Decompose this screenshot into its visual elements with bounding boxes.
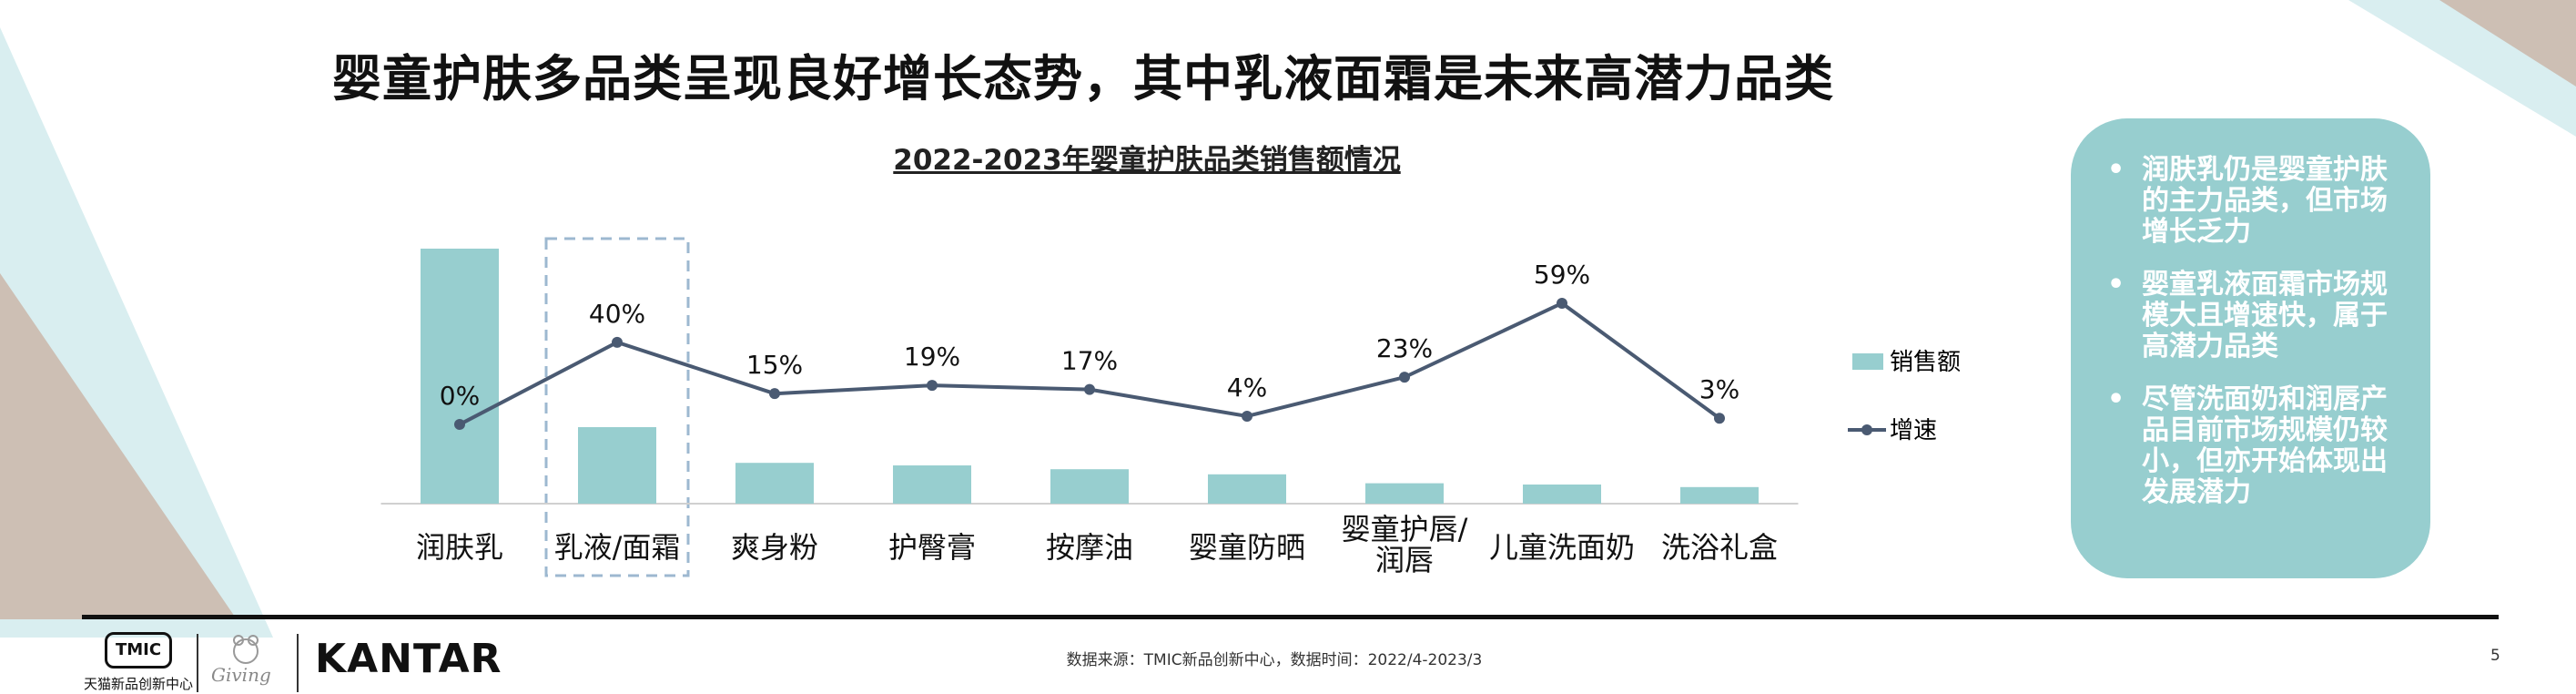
growth-label: 3% (1699, 374, 1739, 404)
giving-wordmark: Giving (211, 664, 271, 686)
bar-sales (1680, 486, 1759, 504)
bar-sales (578, 427, 656, 504)
tmic-caption: 天猫新品创新中心 (84, 676, 194, 692)
growth-point (454, 419, 465, 430)
growth-label: 17% (1061, 346, 1118, 376)
insight-box: 润肤乳仍是婴童护肤的主力品类，但市场增长乏力 婴童乳液面霜市场规模大且增速快，属… (2071, 118, 2430, 578)
growth-point (1242, 410, 1253, 422)
chart-title: 2022-2023年婴童护肤品类销售额情况 (893, 144, 1401, 177)
bar-sales (1050, 469, 1129, 504)
page-title: 婴童护肤多品类呈现良好增长态势，其中乳液面霜是未来高潜力品类 (332, 50, 1834, 107)
footer-divider (82, 615, 2499, 619)
category-label: 爽身粉 (731, 530, 818, 565)
bar-sales (893, 465, 971, 504)
logo-separator (197, 634, 198, 692)
giving-logo: Giving (211, 633, 279, 689)
category-label: 护臀膏 (888, 530, 976, 565)
growth-label: 19% (904, 342, 960, 372)
right-brown-triangle (2439, 0, 2576, 87)
legend-swatch-growth-dot (1861, 424, 1872, 435)
growth-point (927, 380, 938, 392)
category-label: 婴童防晒 (1189, 530, 1305, 565)
left-brown-triangle (0, 273, 237, 619)
sales-chart: 0% 40% 15% 19% 17% 4% 23% 59% 3% 润肤乳 乳液/面霜 爽身粉 护臀膏 按… (380, 237, 1961, 577)
legend: 销售额 增速 (1848, 349, 1961, 444)
page-number: 5 (2490, 647, 2500, 665)
giving-mascot-icon (233, 635, 259, 664)
insight-item: 婴童乳液面霜市场规模大且增速快，属于高潜力品类 (2094, 270, 2399, 362)
tmic-badge: TMIC (105, 632, 172, 668)
bar-sales (1365, 483, 1444, 504)
logo-separator (297, 634, 299, 692)
growth-point (1399, 372, 1410, 383)
growth-points (454, 298, 1725, 430)
category-label: 儿童洗面奶 (1489, 530, 1635, 565)
category-label: 乳液/面霜 (554, 530, 681, 565)
category-label: 润唇 (1375, 543, 1434, 577)
growth-point (612, 336, 623, 348)
growth-label: 40% (589, 299, 645, 329)
bar-sales (1208, 474, 1286, 504)
growth-label: 0% (440, 381, 480, 411)
highlight-box (544, 237, 690, 577)
growth-point (769, 388, 780, 400)
bar-sales (421, 249, 499, 504)
category-label: 按摩油 (1046, 530, 1133, 565)
category-label: 洗浴礼盒 (1661, 530, 1778, 565)
data-source: 数据来源：TMIC新品创新中心，数据时间：2022/4-2023/3 (1066, 651, 1483, 669)
bar-group (421, 249, 1759, 504)
growth-label: 15% (746, 350, 803, 380)
legend-label-growth: 增速 (1890, 417, 1937, 444)
insight-item: 润肤乳仍是婴童护肤的主力品类，但市场增长乏力 (2094, 155, 2399, 248)
category-label: 婴童护唇/ (1342, 512, 1468, 546)
tmic-logo: TMIC 天猫新品创新中心 (84, 632, 193, 693)
growth-point (1557, 298, 1567, 309)
category-label: 润肤乳 (416, 530, 503, 565)
kantar-logo: KANTAR (315, 636, 502, 682)
growth-label: 4% (1227, 373, 1267, 403)
growth-point (1714, 413, 1725, 424)
growth-point (1084, 383, 1095, 395)
bar-sales (1523, 485, 1601, 504)
legend-label-sales: 销售额 (1890, 349, 1961, 376)
legend-swatch-sales (1852, 353, 1883, 370)
growth-labels: 0% 40% 15% 19% 17% 4% 23% 59% 3% (440, 260, 1739, 411)
insight-item: 尽管洗面奶和润唇产品目前市场规模仍较小，但亦开始体现出发展潜力 (2094, 384, 2399, 508)
bar-sales (735, 463, 814, 504)
growth-label: 23% (1376, 333, 1433, 363)
growth-label: 59% (1534, 260, 1590, 290)
category-labels: 润肤乳 乳液/面霜 爽身粉 护臀膏 按摩油 婴童防晒 婴童护唇/润唇 儿童洗面奶 洗浴礼盒 (416, 512, 1778, 577)
